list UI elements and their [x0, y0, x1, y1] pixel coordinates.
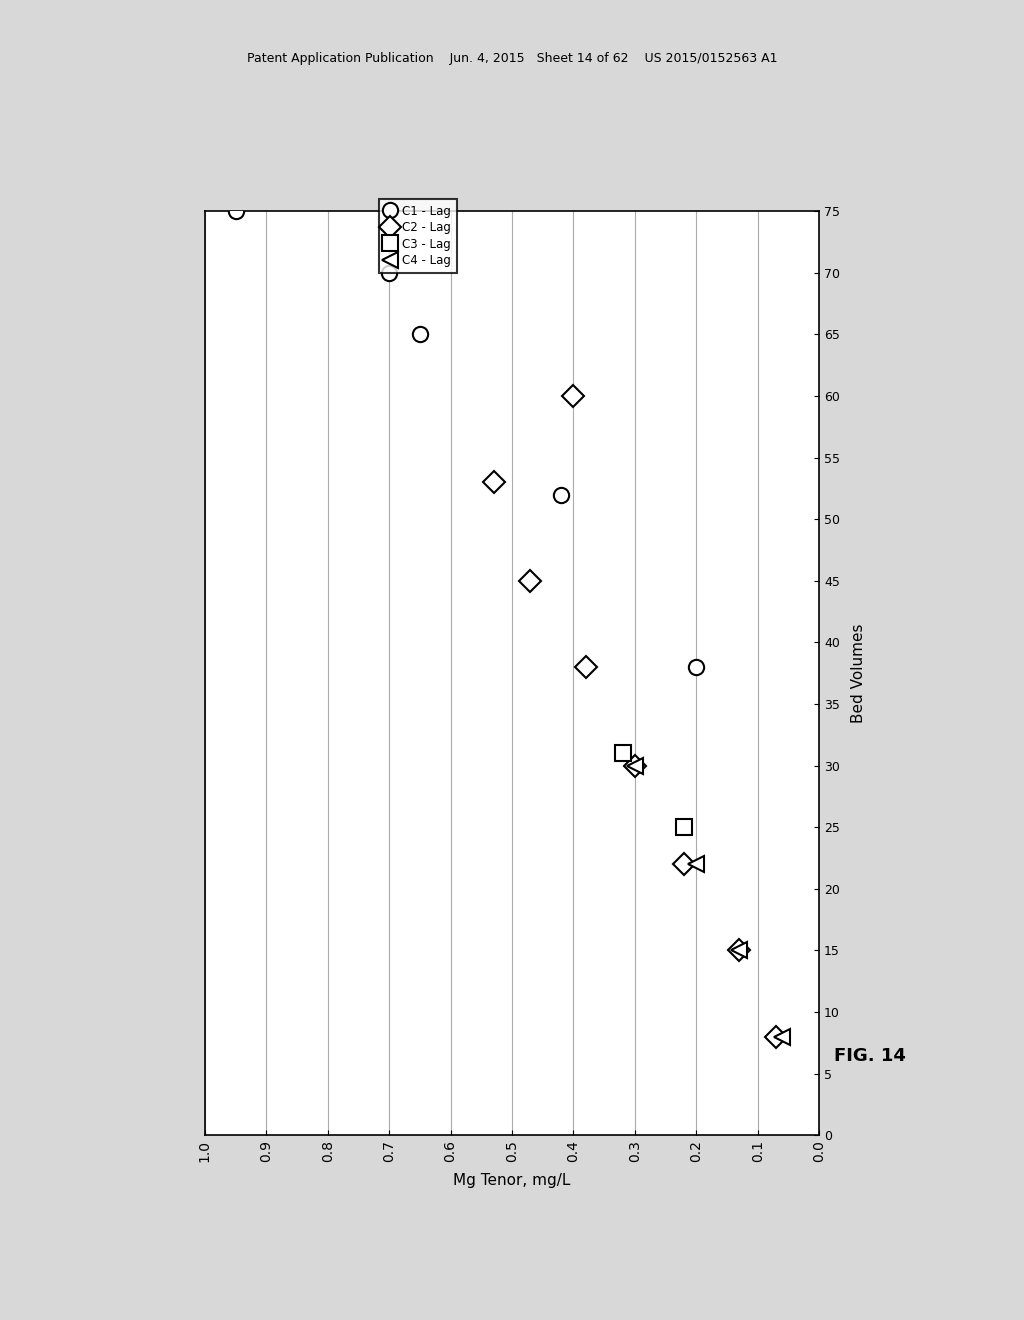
Legend: C1 - Lag, C2 - Lag, C3 - Lag, C4 - Lag: C1 - Lag, C2 - Lag, C3 - Lag, C4 - Lag — [379, 198, 457, 273]
Line: C2 - Lag: C2 - Lag — [486, 388, 783, 1044]
C1 - Lag — [414, 326, 426, 342]
C2 - Lag — [770, 1028, 782, 1044]
Y-axis label: Bed Volumes: Bed Volumes — [851, 623, 866, 723]
C4 - Lag — [776, 1028, 788, 1044]
C2 - Lag — [733, 942, 745, 958]
C2 - Lag — [524, 573, 537, 589]
C4 - Lag — [629, 758, 641, 774]
C4 - Lag — [690, 857, 702, 873]
C2 - Lag — [678, 857, 690, 873]
Line: C1 - Lag: C1 - Lag — [228, 203, 703, 675]
Line: C4 - Lag: C4 - Lag — [628, 758, 790, 1044]
Text: Patent Application Publication    Jun. 4, 2015   Sheet 14 of 62    US 2015/01525: Patent Application Publication Jun. 4, 2… — [247, 51, 777, 65]
C1 - Lag — [383, 265, 395, 281]
Line: C3 - Lag: C3 - Lag — [615, 746, 691, 834]
C4 - Lag — [733, 942, 745, 958]
C2 - Lag — [629, 758, 641, 774]
C3 - Lag — [616, 746, 629, 762]
C2 - Lag — [487, 474, 500, 490]
C2 - Lag — [567, 388, 580, 404]
C2 - Lag — [580, 659, 592, 675]
C1 - Lag — [555, 487, 567, 503]
X-axis label: Mg Tenor, mg/L: Mg Tenor, mg/L — [454, 1173, 570, 1188]
C1 - Lag — [690, 659, 702, 675]
C1 - Lag — [229, 203, 242, 219]
Text: FIG. 14: FIG. 14 — [835, 1047, 906, 1065]
C3 - Lag — [678, 820, 690, 836]
